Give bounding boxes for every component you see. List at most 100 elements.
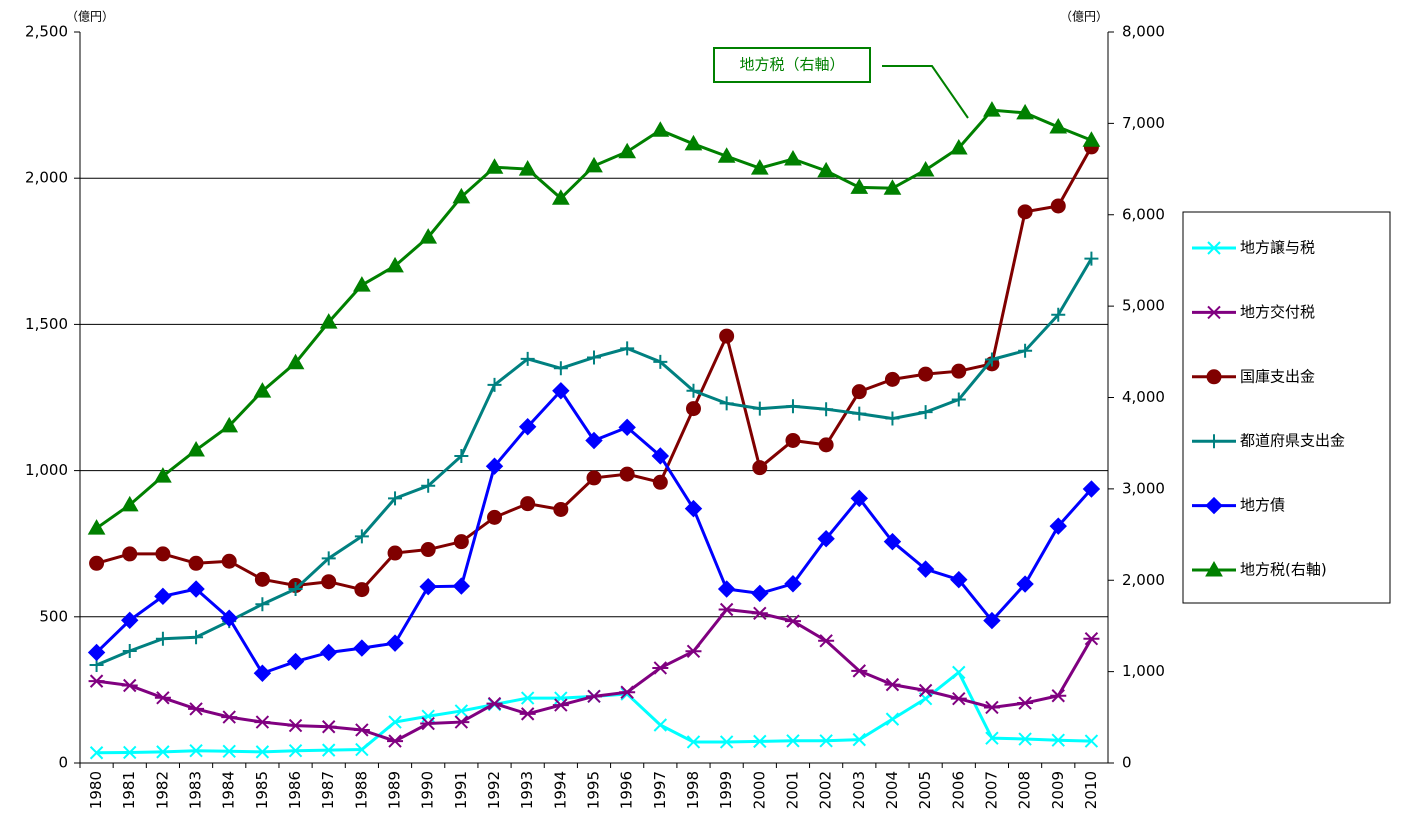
x-tick-label: 1991: [452, 771, 470, 809]
data-point: [89, 746, 104, 760]
data-point: [1084, 251, 1099, 266]
data-point: [818, 634, 835, 648]
data-point: [220, 609, 238, 627]
data-point: [453, 534, 469, 550]
data-point: [487, 377, 502, 392]
data-point: [388, 715, 402, 729]
data-point: [387, 545, 403, 561]
data-point: [985, 731, 999, 745]
legend-label: 地方譲与税: [1240, 239, 1315, 257]
data-point: [222, 744, 236, 759]
data-point: [419, 228, 438, 244]
data-point: [917, 683, 934, 698]
legend-label: 国庫支出金: [1240, 367, 1315, 385]
data-point: [189, 630, 204, 645]
data-point: [884, 677, 901, 692]
y-tick-label: 2,000: [25, 169, 68, 187]
data-point: [120, 495, 139, 512]
data-point: [254, 715, 271, 729]
x-tick-label: 1980: [87, 771, 105, 809]
x-tick-label: 1985: [253, 771, 271, 809]
x-tick-label: 1998: [684, 771, 702, 809]
data-point: [551, 189, 570, 205]
y2-tick-label: 8,000: [1122, 23, 1165, 41]
data-point: [287, 718, 304, 733]
y2-tick-label: 3,000: [1122, 479, 1165, 497]
data-point: [916, 560, 935, 578]
legend-marker: [1206, 369, 1222, 385]
data-point: [387, 734, 404, 748]
data-point: [520, 351, 535, 366]
data-point: [817, 161, 835, 178]
data-point: [652, 661, 669, 675]
x-tick-label: 1995: [585, 771, 603, 809]
legend-label: 都道府県支出金: [1240, 432, 1345, 450]
data-point: [784, 575, 802, 593]
data-point: [951, 392, 966, 407]
data-point: [850, 178, 869, 194]
data-point: [818, 437, 834, 453]
data-point: [188, 555, 204, 571]
data-point: [123, 745, 137, 760]
data-point: [519, 707, 536, 721]
data-point: [420, 716, 437, 731]
data-point: [918, 366, 934, 382]
data-point: [122, 644, 137, 659]
legend-marker: [1205, 560, 1223, 577]
data-point: [1051, 733, 1065, 747]
data-point: [653, 718, 668, 732]
data-point: [319, 313, 338, 329]
data-point: [717, 147, 736, 163]
x-tick-label: 2010: [1082, 771, 1100, 809]
data-point: [552, 698, 569, 712]
legend-marker: [1207, 434, 1221, 449]
data-point: [155, 546, 171, 562]
data-point: [952, 665, 966, 680]
data-point: [851, 384, 867, 400]
x-tick-label: 2001: [783, 771, 801, 809]
data-point: [1083, 632, 1100, 646]
data-point: [885, 712, 900, 726]
data-point: [122, 546, 138, 562]
data-point: [653, 354, 668, 369]
data-point: [585, 431, 603, 450]
data-point: [518, 418, 537, 436]
data-point: [520, 496, 536, 512]
y2-tick-label: 2,000: [1122, 571, 1165, 589]
data-point: [916, 160, 935, 177]
data-point: [587, 350, 601, 365]
data-point: [288, 744, 303, 758]
data-point: [553, 361, 568, 376]
data-point: [121, 611, 139, 630]
data-point: [288, 582, 303, 597]
annotation-leader: [882, 65, 969, 119]
data-point: [951, 363, 967, 379]
data-point: [421, 478, 436, 493]
data-point: [750, 159, 769, 175]
data-point: [884, 371, 900, 387]
x-tick-label: 1990: [419, 771, 437, 809]
data-point: [619, 466, 635, 482]
data-point: [1082, 480, 1101, 498]
data-point: [950, 570, 968, 589]
data-point: [1051, 307, 1066, 322]
y2-tick-label: 6,000: [1122, 205, 1165, 223]
data-point: [784, 150, 802, 166]
data-point: [221, 553, 237, 569]
data-point: [188, 702, 205, 716]
data-point: [686, 383, 701, 398]
data-point: [817, 530, 835, 548]
data-point: [717, 580, 736, 598]
data-point: [221, 710, 238, 724]
data-point: [453, 715, 470, 729]
data-point: [553, 501, 569, 517]
legend-box: [1182, 211, 1391, 604]
data-point: [321, 551, 336, 566]
x-tick-label: 1982: [153, 771, 171, 809]
y2-tick-label: 7,000: [1122, 114, 1165, 132]
data-point: [786, 734, 800, 748]
data-point: [454, 448, 469, 463]
data-point: [255, 745, 270, 759]
data-point: [486, 696, 503, 711]
